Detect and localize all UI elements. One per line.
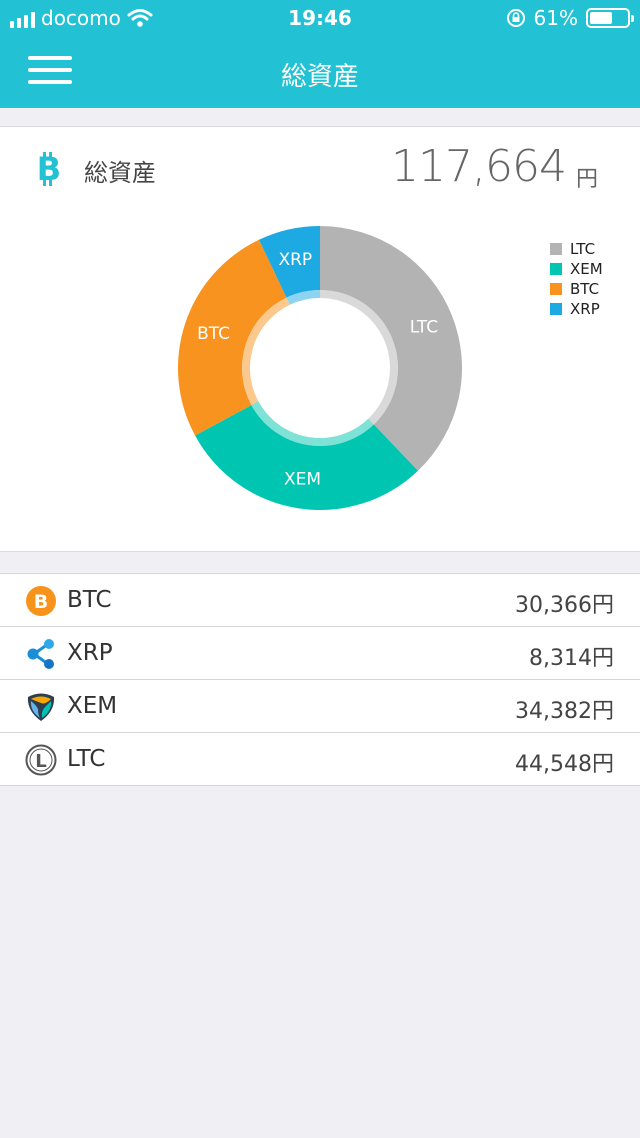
asset-name: XRP: [67, 640, 113, 666]
asset-value: 30,366円: [515, 593, 614, 618]
donut-label-ltc: LTC: [410, 317, 438, 337]
donut-slice-btc: [178, 239, 287, 436]
asset-row-btc[interactable]: B BTC 30,366円: [0, 574, 640, 627]
asset-value: 44,548円: [515, 752, 614, 777]
legend-item-ltc: LTC: [550, 239, 603, 259]
status-bar: docomo 19:46 61%: [0, 0, 640, 36]
legend-swatch: [550, 263, 562, 275]
donut-inner-ring-xem: [251, 401, 374, 446]
chart-legend: LTC XEM BTC XRP: [550, 239, 603, 319]
asset-row-xrp[interactable]: XRP 8,314円: [0, 627, 640, 680]
svg-text:B: B: [34, 591, 48, 613]
donut-label-xem: XEM: [284, 470, 321, 490]
legend-label: XEM: [570, 260, 603, 278]
donut-slice-xem: [195, 405, 418, 510]
asset-donut-chart: LTC XEM BTC XRP: [178, 226, 463, 510]
battery-percent: 61%: [533, 6, 578, 30]
svg-text:L: L: [35, 751, 46, 772]
page-title: 総資産: [280, 62, 359, 92]
legend-item-xem: XEM: [550, 259, 603, 279]
carrier-label: docomo: [41, 6, 121, 30]
asset-name: BTC: [67, 587, 112, 613]
status-time: 19:46: [288, 6, 352, 30]
donut-slice-xrp: [258, 226, 320, 298]
asset-name: XEM: [67, 693, 118, 719]
hamburger-icon[interactable]: [28, 56, 72, 88]
ripple-icon: [25, 638, 57, 670]
rotation-lock-icon: [506, 9, 525, 27]
asset-row-ltc[interactable]: L LTC 44,548円: [0, 733, 640, 786]
status-left: docomo: [10, 6, 153, 30]
asset-list: B BTC 30,366円 XRP 8,314円 XEM 34,382円 L LTC 44,548…: [0, 573, 640, 786]
total-value-number: 117,664: [391, 141, 567, 192]
legend-item-btc: BTC: [550, 279, 603, 299]
battery-level: [590, 12, 612, 24]
asset-value: 8,314円: [529, 646, 614, 671]
wifi-icon: [127, 9, 153, 27]
legend-item-xrp: XRP: [550, 299, 603, 319]
asset-value: 34,382円: [515, 699, 614, 724]
asset-row-xem[interactable]: XEM 34,382円: [0, 680, 640, 733]
donut-inner-ring-ltc: [320, 290, 398, 425]
donut-label-btc: BTC: [197, 324, 230, 344]
asset-name: LTC: [67, 746, 106, 772]
legend-swatch: [550, 303, 562, 315]
bitcoin-icon: B: [25, 585, 57, 617]
legend-label: LTC: [570, 240, 596, 258]
donut-label-xrp: XRP: [278, 250, 312, 270]
donut-inner-ring-xrp: [286, 290, 320, 305]
total-assets-label: 総資産: [84, 159, 156, 187]
legend-label: BTC: [570, 280, 600, 298]
legend-swatch: [550, 283, 562, 295]
total-assets-card: B 総資産 117,664 円 LTC XEM BTC XRP LTC XEM BTC XR…: [0, 126, 640, 552]
total-value-unit: 円: [575, 167, 598, 192]
donut-inner-ring-btc: [242, 297, 290, 406]
navigation-bar: 総資産: [0, 36, 640, 108]
bitcoin-icon: B: [37, 151, 61, 187]
legend-swatch: [550, 243, 562, 255]
signal-icon: [10, 8, 35, 28]
donut-slice-ltc: [320, 226, 463, 471]
legend-label: XRP: [570, 300, 600, 318]
nem-icon: [25, 691, 57, 723]
status-right: 61%: [506, 6, 634, 30]
litecoin-icon: L: [25, 744, 57, 776]
battery-icon: [586, 8, 634, 28]
